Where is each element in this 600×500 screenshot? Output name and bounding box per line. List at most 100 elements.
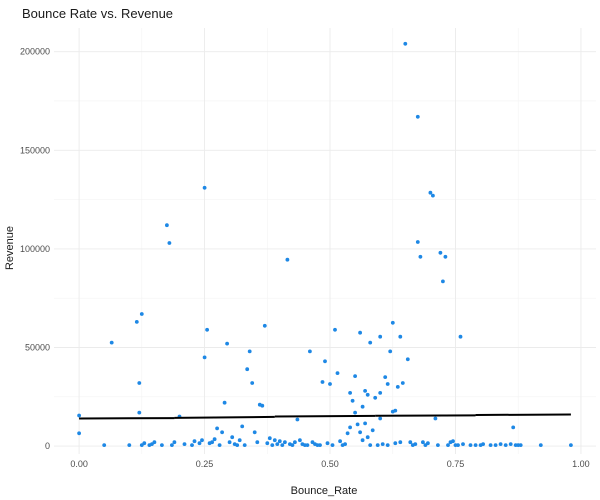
data-point-115	[395, 385, 400, 389]
data-point-129	[426, 441, 430, 446]
data-point-7	[137, 410, 142, 415]
data-point-63	[295, 417, 300, 422]
data-point-109	[385, 443, 390, 447]
data-point-85	[348, 425, 352, 430]
data-point-147	[481, 442, 485, 446]
data-point-104	[378, 391, 383, 395]
data-point-145	[473, 443, 478, 447]
data-point-57	[280, 443, 285, 447]
data-point-157	[538, 443, 543, 447]
data-point-41	[240, 424, 245, 429]
data-point-5	[134, 320, 139, 324]
grid	[54, 28, 596, 454]
data-point-31	[215, 426, 220, 431]
data-point-96	[365, 392, 370, 397]
data-point-149	[493, 443, 498, 447]
data-point-62	[293, 440, 297, 445]
data-point-32	[217, 443, 222, 447]
data-point-127	[421, 440, 425, 445]
data-point-101	[373, 395, 378, 400]
data-point-111	[390, 320, 395, 325]
y-tick-label-2: 100000	[20, 244, 50, 254]
data-point-4	[127, 443, 132, 447]
data-point-47	[255, 440, 260, 445]
data-point-108	[385, 382, 390, 386]
data-point-150	[498, 442, 503, 446]
data-point-141	[456, 443, 460, 447]
data-point-119	[403, 41, 408, 46]
data-point-75	[325, 441, 330, 446]
x-tick-label-3: 0.75	[447, 459, 465, 469]
data-point-89	[355, 422, 360, 427]
data-point-151	[503, 443, 508, 447]
data-point-100	[370, 428, 375, 433]
data-point-22	[192, 439, 197, 444]
data-point-142	[458, 334, 463, 339]
data-point-90	[358, 330, 362, 335]
data-point-148	[488, 443, 493, 447]
data-point-58	[283, 440, 287, 445]
y-tick-label-0: 0	[45, 441, 50, 451]
data-point-133	[436, 443, 440, 447]
data-point-21	[190, 443, 194, 447]
data-point-120	[405, 357, 410, 362]
data-point-105	[378, 416, 383, 421]
data-point-144	[468, 443, 473, 447]
data-point-94	[363, 389, 367, 393]
data-point-92	[360, 404, 365, 409]
data-point-73	[320, 380, 325, 384]
data-point-156	[518, 443, 523, 447]
data-point-43	[245, 367, 250, 372]
data-point-30	[212, 437, 217, 442]
data-point-37	[230, 435, 235, 440]
data-point-87	[353, 374, 357, 378]
y-tick-label-1: 50000	[25, 343, 50, 353]
data-point-131	[431, 193, 435, 198]
data-point-123	[413, 442, 418, 446]
trend-line	[79, 413, 571, 420]
data-point-80	[338, 439, 342, 444]
data-point-134	[438, 250, 443, 255]
data-point-132	[433, 416, 438, 421]
data-point-143	[461, 442, 465, 446]
y-axis-title: Revenue	[4, 226, 16, 270]
data-point-83	[345, 431, 350, 436]
data-point-116	[398, 334, 403, 339]
data-point-6	[137, 381, 142, 385]
data-point-77	[330, 443, 335, 447]
data-point-34	[222, 400, 227, 405]
x-tick-label-1: 0.25	[196, 459, 214, 469]
chart-title: Bounce Rate vs. Revenue	[22, 6, 173, 21]
data-point-39	[235, 443, 240, 447]
data-point-54	[272, 438, 277, 443]
data-point-86	[350, 398, 355, 403]
data-point-79	[335, 371, 340, 375]
data-point-64	[298, 438, 302, 443]
data-point-124	[415, 114, 420, 119]
data-point-117	[398, 440, 403, 445]
data-point-99	[368, 443, 373, 447]
data-point-74	[323, 359, 327, 364]
data-point-17	[170, 443, 174, 447]
data-point-40	[237, 438, 242, 443]
y-tick-label-3: 150000	[20, 145, 50, 155]
data-point-88	[353, 410, 357, 415]
data-point-20	[182, 442, 187, 446]
data-point-53	[270, 443, 275, 447]
x-axis-title: Bounce_Rate	[291, 485, 358, 497]
data-point-110	[388, 349, 393, 354]
data-point-136	[443, 254, 448, 259]
data-point-67	[305, 443, 310, 447]
data-point-13	[152, 440, 157, 445]
data-point-10	[142, 441, 147, 446]
data-point-46	[252, 430, 257, 435]
x-tick-label-2: 0.50	[321, 459, 339, 469]
data-point-121	[408, 440, 413, 445]
data-point-78	[333, 327, 337, 332]
data-point-158	[569, 443, 573, 447]
data-point-106	[380, 442, 385, 446]
data-point-0	[77, 413, 81, 418]
data-point-56	[277, 439, 282, 444]
data-point-8	[139, 312, 144, 316]
